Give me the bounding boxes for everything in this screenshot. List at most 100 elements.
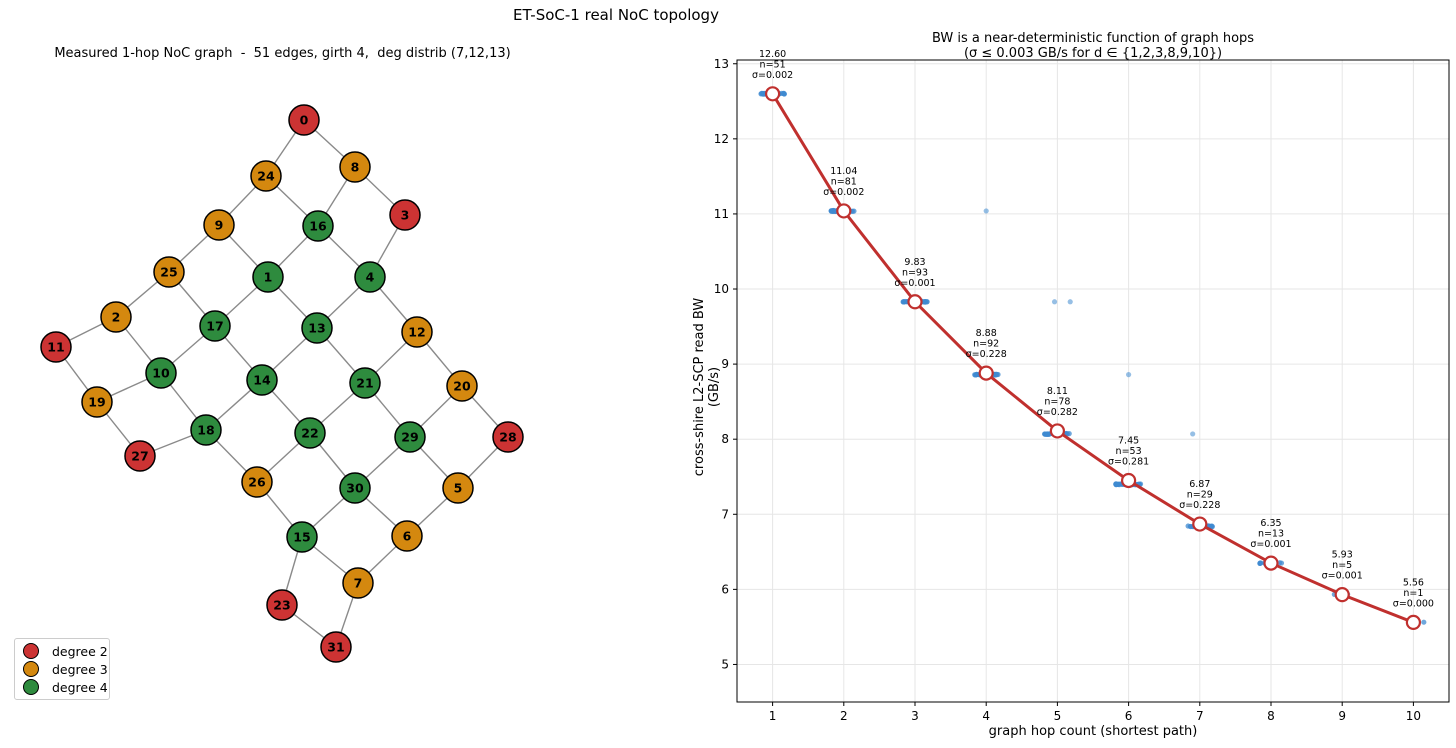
- scatter-point: [768, 91, 774, 97]
- legend-label: degree 4: [52, 679, 108, 695]
- scatter-point: [1122, 482, 1129, 488]
- scatter-point: [1135, 481, 1141, 487]
- scatter-point: [1113, 482, 1119, 488]
- scatter-point: [1055, 430, 1061, 437]
- scatter-outlier: [983, 208, 989, 214]
- scatter-point: [1053, 431, 1059, 437]
- scatter-point: [912, 299, 918, 305]
- scatter-point: [761, 90, 767, 97]
- scatter-point: [1064, 431, 1071, 437]
- scatter-point: [763, 91, 770, 97]
- scatter-point: [1117, 481, 1123, 487]
- scatter-point: [1124, 481, 1130, 487]
- y-tick-label: 6: [721, 582, 729, 596]
- scatter-point: [1045, 431, 1051, 437]
- scatter-point: [779, 90, 785, 96]
- scatter-point: [843, 208, 849, 214]
- scatter-point: [1042, 431, 1048, 437]
- y-tick-label: 8: [721, 432, 729, 446]
- x-tick-label: 8: [1267, 709, 1275, 723]
- scatter-point: [982, 372, 988, 378]
- scatter-point: [920, 299, 927, 305]
- data-label: σ=0.282: [1037, 407, 1078, 418]
- scatter-point: [980, 371, 986, 377]
- x-tick-label: 10: [1406, 709, 1421, 723]
- scatter-point: [916, 299, 922, 305]
- scatter-point: [830, 207, 836, 214]
- node-label: 28: [499, 430, 516, 445]
- scatter-point: [991, 372, 997, 378]
- scatter-point: [1053, 431, 1059, 437]
- scatter-point: [922, 298, 928, 305]
- scatter-point: [768, 91, 774, 97]
- scatter-point: [979, 372, 985, 378]
- scatter-point: [989, 372, 995, 378]
- x-tick-label: 2: [840, 709, 848, 723]
- data-label: σ=0.281: [1108, 456, 1149, 467]
- node-circle: [124, 440, 156, 472]
- scatter-point: [781, 90, 787, 96]
- scatter-point: [916, 299, 923, 305]
- scatter-point: [1194, 524, 1200, 530]
- x-tick-label: 6: [1125, 709, 1133, 723]
- scatter-point: [1113, 481, 1120, 487]
- legend-item-degree-2: degree 2: [23, 642, 108, 660]
- node-circle: [401, 316, 433, 348]
- scatter-point: [1113, 481, 1119, 487]
- legend-label: degree 2: [52, 643, 108, 659]
- node-label: 4: [366, 270, 375, 285]
- scatter-point: [834, 208, 840, 214]
- node-label: 25: [160, 265, 177, 280]
- scatter-point: [771, 91, 777, 97]
- scatter-point: [1202, 524, 1208, 530]
- scatter-point: [834, 208, 840, 214]
- data-label: 7.45: [1118, 435, 1139, 446]
- series-marker: [978, 365, 994, 381]
- graph-node-2: 2: [100, 301, 132, 333]
- scatter-point: [1063, 431, 1069, 437]
- data-label: n=78: [1044, 396, 1070, 407]
- scatter-point: [991, 371, 998, 377]
- scatter-point: [1201, 523, 1207, 530]
- scatter-outlier: [1126, 372, 1132, 378]
- node-circle: [302, 210, 334, 242]
- scatter-point: [842, 208, 848, 214]
- scatter-point: [1116, 482, 1122, 488]
- scatter-point: [986, 372, 992, 378]
- graph-node-26: 26: [241, 466, 273, 498]
- scatter-point: [1126, 481, 1132, 488]
- scatter-point: [760, 91, 766, 97]
- node-circle: [286, 521, 318, 553]
- scatter-point: [774, 91, 780, 97]
- scatter-point: [830, 208, 836, 214]
- scatter-point: [1042, 431, 1048, 437]
- node-circle: [199, 310, 231, 342]
- scatter-point: [983, 372, 989, 378]
- scatter-point: [829, 208, 835, 214]
- legend-swatch-degree-2: [23, 643, 39, 659]
- scatter-point: [922, 299, 928, 305]
- node-label: 27: [131, 449, 148, 464]
- series-marker: [1049, 423, 1066, 439]
- scatter-point: [916, 299, 922, 305]
- scatter-point: [909, 299, 916, 305]
- scatter-point: [915, 298, 922, 305]
- scatter-point: [761, 91, 767, 97]
- scatter-point: [1119, 481, 1125, 487]
- data-label: n=93: [902, 267, 928, 278]
- scatter-point: [830, 208, 836, 214]
- node-circle: [389, 199, 421, 231]
- scatter-point: [1131, 481, 1137, 488]
- y-tick-label: 7: [721, 507, 729, 521]
- scatter-outlier: [1190, 431, 1196, 437]
- scatter-point: [768, 91, 774, 97]
- scatter-point: [977, 371, 984, 378]
- scatter-point: [848, 208, 854, 214]
- graph-node-22: 22: [294, 417, 326, 449]
- graph-node-19: 19: [81, 386, 113, 418]
- scatter-point: [1264, 560, 1270, 567]
- scatter-point: [768, 91, 774, 97]
- node-label: 26: [248, 475, 266, 490]
- scatter-point: [1044, 431, 1050, 437]
- scatter-outlier: [1067, 299, 1073, 305]
